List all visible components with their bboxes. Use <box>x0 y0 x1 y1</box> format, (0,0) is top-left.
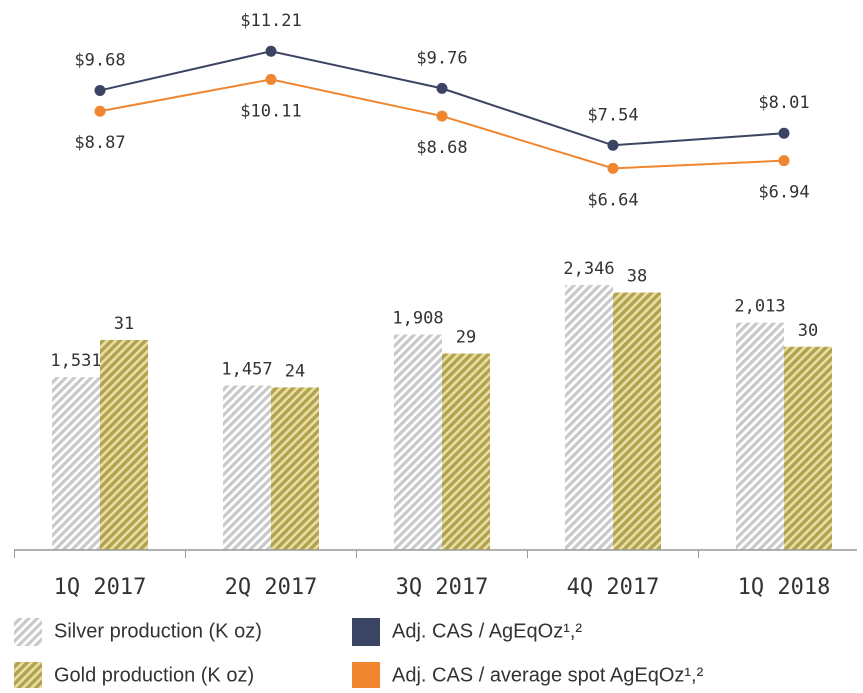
bar <box>271 387 319 550</box>
data-label: 1,457 <box>221 359 272 379</box>
data-label: $8.87 <box>74 133 125 153</box>
data-label: 24 <box>285 361 305 381</box>
point <box>94 105 106 117</box>
data-label: 2,346 <box>563 259 614 279</box>
point <box>607 139 619 151</box>
point <box>607 162 619 174</box>
data-label: 30 <box>798 321 818 341</box>
data-label: $6.64 <box>587 190 638 210</box>
point <box>265 73 277 85</box>
point <box>436 82 448 94</box>
bar <box>223 385 271 550</box>
point <box>94 84 106 96</box>
data-label: $7.54 <box>587 105 638 125</box>
x-tick-label: 4Q 2017 <box>567 575 660 600</box>
bar <box>565 285 613 550</box>
bar <box>736 322 784 550</box>
data-label: $6.94 <box>758 183 809 203</box>
legend-label: Gold production (K oz) <box>54 664 254 686</box>
data-label: 1,531 <box>50 351 101 371</box>
data-label: 2,013 <box>734 297 785 317</box>
x-tick-label: 1Q 2018 <box>738 575 831 600</box>
data-label: $9.76 <box>416 48 467 68</box>
data-label: $11.21 <box>240 11 301 31</box>
legend-swatch <box>352 618 380 646</box>
x-tick-label: 2Q 2017 <box>225 575 318 600</box>
data-label: 1,908 <box>392 309 443 329</box>
point <box>778 155 790 167</box>
legend-label: Adj. CAS / AgEqOz¹,² <box>392 620 582 642</box>
legend-label: Adj. CAS / average spot AgEqOz¹,² <box>392 664 704 686</box>
point <box>778 127 790 139</box>
data-label: $8.01 <box>758 93 809 113</box>
data-label: 38 <box>627 267 647 287</box>
bar <box>784 346 832 550</box>
bar <box>52 377 100 550</box>
data-label: $8.68 <box>416 138 467 158</box>
legend-swatch <box>14 662 42 690</box>
bar <box>394 334 442 550</box>
legend-swatch <box>14 618 42 646</box>
x-tick-label: 3Q 2017 <box>396 575 489 600</box>
bar <box>613 292 661 550</box>
data-label: $10.11 <box>240 101 301 121</box>
x-tick-label: 1Q 2017 <box>54 575 147 600</box>
legend-swatch <box>352 662 380 690</box>
data-label: 29 <box>456 328 476 348</box>
bar <box>442 353 490 550</box>
data-label: $9.68 <box>74 50 125 70</box>
point <box>265 45 277 57</box>
legend-label: Silver production (K oz) <box>54 620 262 642</box>
data-label: 31 <box>114 314 134 334</box>
point <box>436 110 448 122</box>
bar <box>100 339 148 550</box>
